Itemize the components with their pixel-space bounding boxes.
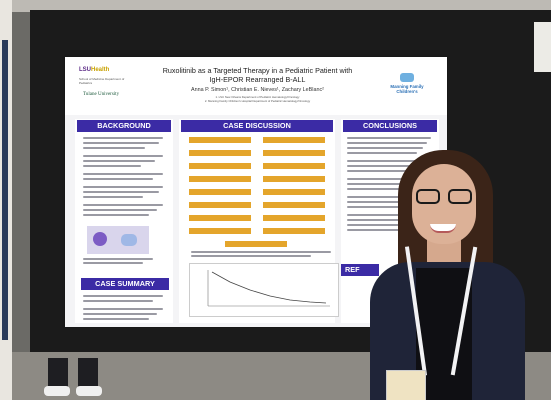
lsu-logo-accent: Health [91, 67, 110, 73]
discussion-plot [189, 263, 339, 317]
poster-affiliation-1: 1. LSU New Orleans Department of Pediatr… [215, 95, 300, 99]
poster-title-line1: Ruxolitinib as a Targeted Therapy in a P… [162, 66, 353, 75]
left-edge [0, 0, 12, 400]
lsu-logo-subtitle: School of Medicine Department of Pediatr… [79, 77, 125, 85]
background-column [75, 119, 173, 323]
background-figure [87, 226, 149, 254]
conclusions-heading: CONCLUSIONS [343, 120, 437, 132]
manning-logo-text: Manning Family Children's [390, 84, 424, 95]
board-sign [534, 22, 551, 72]
poster-header: LSUHealth School of Medicine Department … [65, 57, 447, 115]
lsu-logo-text: LSU [79, 67, 91, 73]
case-summary-heading: CASE SUMMARY [81, 278, 169, 290]
background-person-legs [44, 358, 106, 400]
ceiling [0, 0, 551, 12]
lanyard [404, 246, 478, 376]
plot-graphic [207, 270, 330, 307]
glasses-icon [414, 189, 474, 205]
poster-title-line2: IgH-EPOR Rearranged B-ALL [209, 75, 306, 84]
manning-logo-icon [400, 73, 414, 82]
person-smile [430, 224, 456, 233]
lsu-logo: LSUHealth [79, 67, 109, 73]
manning-childrens-logo: Manning Family Children's [383, 73, 431, 94]
references-heading: REF [341, 264, 379, 276]
poster-authors: Anna P. Simon¹, Christian E. Nieves¹, Za… [191, 87, 324, 93]
left-strip [2, 40, 8, 340]
poster-affiliations: 1. LSU New Orleans Department of Pediatr… [135, 95, 380, 103]
tulane-logo: Tulane University [83, 92, 120, 97]
poster-affiliation-2: 2. Manning Family Children's Hospital De… [204, 98, 311, 103]
poster-title: Ruxolitinib as a Targeted Therapy in a P… [135, 66, 380, 84]
case-discussion-heading: CASE DISCUSSION [181, 120, 333, 132]
name-badge [386, 370, 426, 400]
background-heading: BACKGROUND [77, 120, 171, 132]
research-poster: LSUHealth School of Medicine Department … [65, 57, 447, 327]
